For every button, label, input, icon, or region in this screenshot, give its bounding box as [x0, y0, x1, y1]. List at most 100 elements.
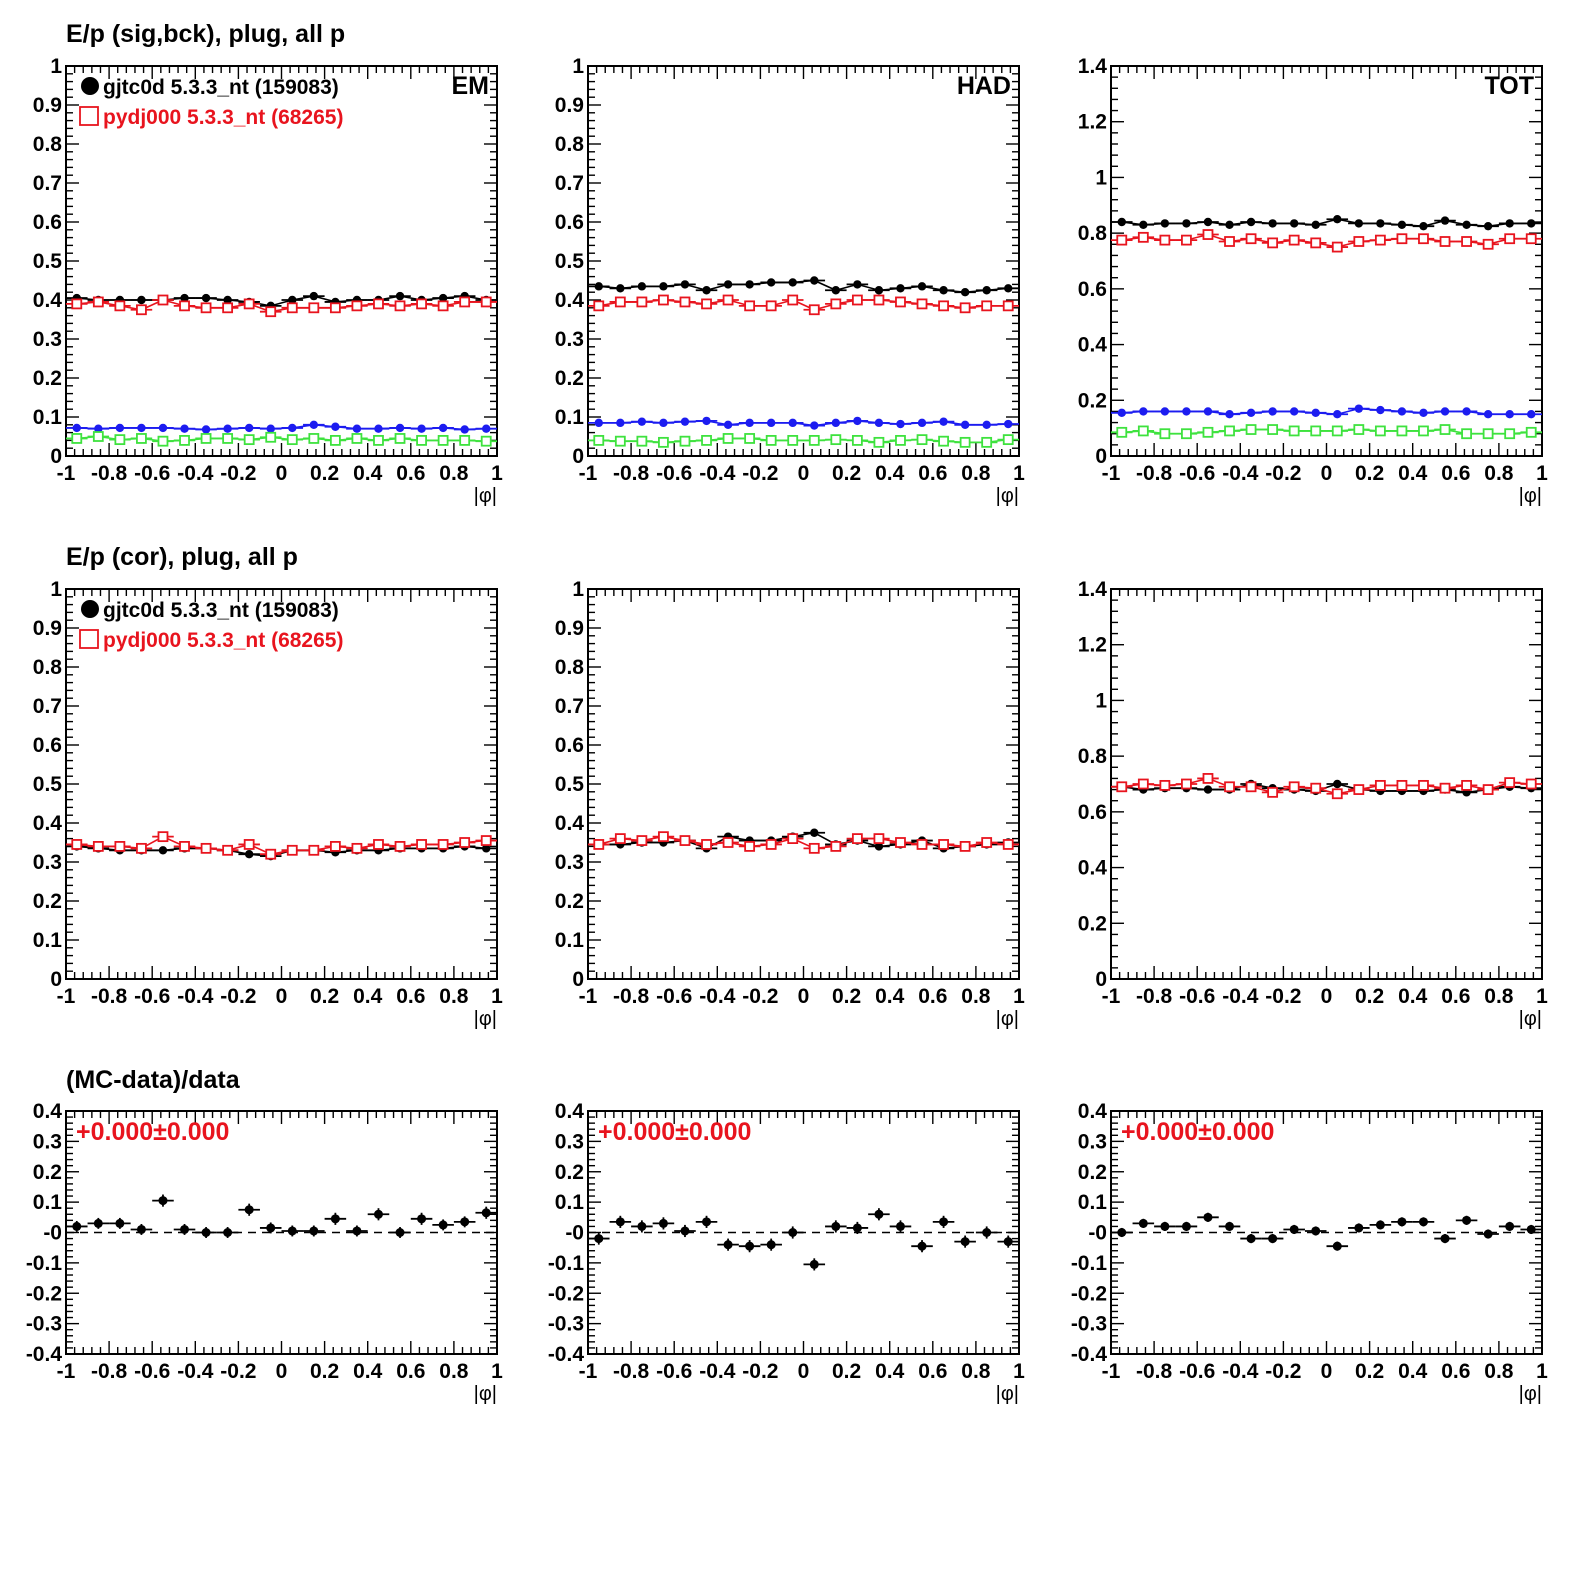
data-point — [286, 844, 298, 856]
data-point — [1182, 219, 1191, 228]
data-point — [659, 282, 668, 291]
data-point — [352, 424, 362, 433]
data-point — [959, 436, 971, 448]
panel-em: -1 -0.8 -0.6 -0.4 -0.2 0 0.2 0.4 0.6 0.8 1|φ|00.10… — [33, 55, 503, 507]
data-point — [72, 1221, 82, 1231]
y-tick-label: 0.2 — [1078, 389, 1107, 412]
data-point — [1117, 217, 1126, 227]
data-point — [787, 434, 799, 446]
panel-em-ratio: -1 -0.8 -0.6 -0.4 -0.2 0 0.2 0.4 0.6 0.8 1|φ|-0.4-… — [26, 1100, 503, 1405]
data-point — [1160, 219, 1170, 228]
data-point — [982, 1228, 992, 1237]
y-tick-label: 0.9 — [555, 94, 584, 117]
y-tick-label: 0 — [1095, 968, 1107, 991]
x-tick-label: 0.2 — [310, 462, 339, 485]
y-tick-label: 1 — [50, 55, 62, 78]
plot-frame — [587, 65, 1020, 457]
data-point — [723, 1240, 733, 1250]
data-point — [1245, 424, 1257, 435]
x-tick-label: -0.6 — [656, 985, 692, 1008]
x-tick-label: 1 — [491, 985, 503, 1008]
x-tick-label: -0.6 — [1179, 1360, 1215, 1383]
data-point — [745, 418, 754, 428]
x-tick-label: 1 — [1013, 1360, 1025, 1383]
data-point — [1002, 434, 1014, 446]
data-point — [808, 304, 820, 316]
data-point — [352, 1226, 362, 1236]
data-point — [1439, 782, 1451, 794]
x-tick-label: -0.6 — [656, 462, 692, 485]
data-point — [136, 1224, 146, 1234]
x-axis-label: |φ| — [1519, 1383, 1542, 1405]
data-point — [831, 418, 841, 428]
data-point — [351, 300, 363, 312]
data-point — [636, 835, 648, 846]
y-tick-label: 0.4 — [33, 812, 63, 835]
data-point — [1331, 241, 1343, 253]
data-point — [702, 286, 711, 295]
data-point — [288, 295, 297, 305]
data-point — [831, 1221, 841, 1231]
data-point — [593, 839, 605, 850]
data-point — [701, 434, 712, 446]
data-point — [1202, 229, 1214, 240]
y-tick-label: 0.8 — [1078, 222, 1108, 245]
y-tick-label: 0.2 — [33, 367, 62, 390]
data-point — [679, 835, 691, 846]
data-point — [1268, 219, 1277, 228]
data-point — [1246, 408, 1256, 418]
data-point — [960, 1237, 970, 1247]
x-tick-label: -0.2 — [742, 1360, 778, 1383]
y-tick-label: 0.3 — [555, 851, 584, 874]
data-point — [480, 435, 492, 447]
series-1 — [588, 294, 1019, 316]
data-point — [636, 435, 648, 447]
y-tick-label: 0.4 — [33, 289, 63, 312]
series-2 — [66, 420, 497, 434]
data-point — [917, 282, 927, 291]
y-tick-label: -0 — [43, 1222, 62, 1245]
y-tick-label: 0.2 — [33, 890, 62, 913]
data-point — [373, 839, 384, 850]
data-point — [723, 420, 733, 429]
data-point — [1311, 220, 1320, 229]
data-point — [115, 1218, 125, 1228]
data-point — [614, 435, 626, 447]
legend-marker-mc — [79, 629, 99, 649]
data-point — [873, 294, 885, 306]
data-point — [288, 423, 297, 433]
data-point — [437, 300, 449, 312]
y-tick-label: 0 — [572, 968, 584, 991]
data-point — [1203, 407, 1213, 416]
x-tick-label: -1 — [1102, 985, 1121, 1008]
x-tick-label: 0.8 — [961, 462, 991, 485]
data-point — [416, 434, 427, 446]
data-point — [286, 302, 298, 314]
data-point — [616, 418, 625, 428]
data-point — [1396, 233, 1408, 245]
x-axis-label: |φ| — [474, 1008, 497, 1030]
data-point — [114, 434, 126, 446]
data-point — [309, 1226, 319, 1236]
data-point — [200, 433, 212, 444]
data-point — [851, 294, 863, 306]
data-point — [373, 1209, 383, 1219]
data-point — [874, 286, 884, 295]
x-axis-label: |φ| — [474, 1383, 497, 1405]
data-point — [394, 433, 406, 444]
x-tick-label: -0.8 — [613, 462, 650, 485]
data-point — [680, 417, 690, 426]
data-point — [722, 837, 734, 848]
data-point — [243, 434, 255, 446]
x-tick-label: 0 — [798, 1360, 810, 1383]
data-point — [460, 425, 469, 434]
data-point — [1505, 1221, 1515, 1231]
data-point — [1482, 784, 1494, 795]
data-point — [1159, 428, 1171, 440]
x-tick-label: -1 — [1102, 462, 1121, 485]
data-point — [329, 841, 341, 852]
data-point — [594, 282, 603, 291]
data-point — [1375, 1220, 1385, 1230]
x-tick-label: 0 — [1321, 462, 1333, 485]
legend-marker-data — [81, 77, 99, 95]
